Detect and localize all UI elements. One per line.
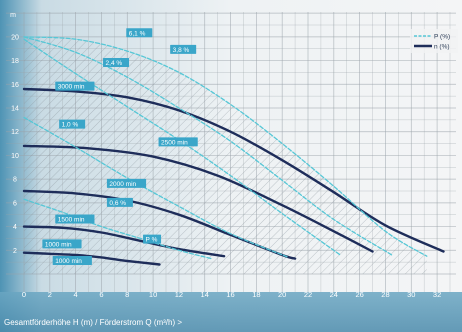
chart-footer-band	[0, 292, 462, 332]
curve-label-box	[52, 255, 92, 265]
curve-label: 1500 min	[58, 216, 85, 223]
curve-label-box	[106, 197, 133, 207]
speed-curve	[22, 87, 445, 253]
legend-box	[410, 29, 458, 53]
x-tick-label: 20	[278, 290, 286, 299]
legend-label: n (%)	[434, 44, 450, 51]
curve-label-box	[42, 239, 82, 249]
y-tick-label: 16	[11, 82, 19, 89]
x-tick-label: 4	[74, 290, 78, 299]
curve-labels: 6,1 % 3,8 % 2,4 % 3000 min 1,0 % 2500 min 2000…	[42, 28, 198, 265]
curve-label-box	[103, 57, 130, 67]
curve-label-box	[158, 137, 198, 147]
curve-label: 0,6 %	[109, 200, 126, 207]
power-curve	[23, 198, 212, 260]
speed-curve	[22, 144, 374, 253]
curve-label: 2,4 %	[106, 60, 123, 67]
y-tick-label: 14	[11, 106, 19, 113]
y-tick-label: 2	[13, 248, 17, 255]
x-tick-label: 32	[433, 290, 441, 299]
x-tick-label: 2	[48, 290, 52, 299]
x-tick-label: 24	[330, 290, 338, 299]
speed-curve	[22, 189, 297, 260]
y-tick-label: 20	[11, 34, 19, 41]
x-tick-label: 22	[304, 290, 312, 299]
x-tick-label: 12	[175, 290, 183, 299]
x-axis-title: Gesamtförderhöhe H (m) / Förderstrom Q (…	[4, 318, 183, 327]
power-curve	[23, 36, 393, 256]
y-tick-label: 10	[11, 153, 19, 160]
y-tick-label: 8	[13, 177, 17, 184]
x-tick-label: 26	[355, 290, 363, 299]
curve-label-box	[170, 44, 197, 54]
curve-label: 1000 min	[55, 258, 82, 265]
power-curve	[23, 116, 290, 259]
curve-label-box	[126, 28, 153, 38]
x-tick-label: 6	[99, 290, 103, 299]
curve-label: 1,0 %	[62, 122, 79, 129]
x-tick-label: 10	[149, 290, 157, 299]
curves	[22, 36, 445, 266]
curve-label-box	[106, 178, 147, 188]
power-curve	[23, 38, 341, 256]
y-tick-label: 4	[13, 224, 17, 231]
curve-label-box	[143, 234, 162, 244]
axis-ticks: 0 2 4 6 8 10 12 14 16 18 20 22 24 26 28 30 3224681012141…	[10, 12, 441, 299]
x-tick-label: 8	[125, 290, 129, 299]
speed-curve	[22, 225, 226, 258]
y-tick-label: 6	[13, 200, 17, 207]
curve-label: 2500 min	[161, 139, 188, 146]
x-tick-label: 0	[22, 290, 26, 299]
curve-label: 6,1 %	[129, 30, 146, 37]
curve-label: P %	[146, 237, 158, 244]
x-tick-label: 16	[226, 290, 234, 299]
curve-label: 1000 min	[45, 241, 72, 248]
x-tick-label: 30	[407, 290, 415, 299]
x-tick-label: 18	[252, 290, 260, 299]
power-curve	[23, 36, 428, 257]
curve-label-box	[59, 119, 86, 129]
y-axis-unit: m	[10, 12, 16, 19]
legend: P (%) n (%)	[410, 29, 458, 53]
y-tick-label: 18	[11, 58, 19, 65]
curve-label: 3,8 %	[173, 47, 190, 54]
y-tick-label: 12	[11, 129, 19, 136]
curve-label-box	[55, 214, 95, 224]
curve-label: 3000 min	[58, 84, 85, 91]
curve-label: 2000 min	[109, 181, 136, 188]
legend-label: P (%)	[434, 34, 450, 41]
curve-label-box	[55, 81, 95, 91]
x-tick-label: 28	[381, 290, 389, 299]
x-tick-label: 14	[201, 290, 209, 299]
